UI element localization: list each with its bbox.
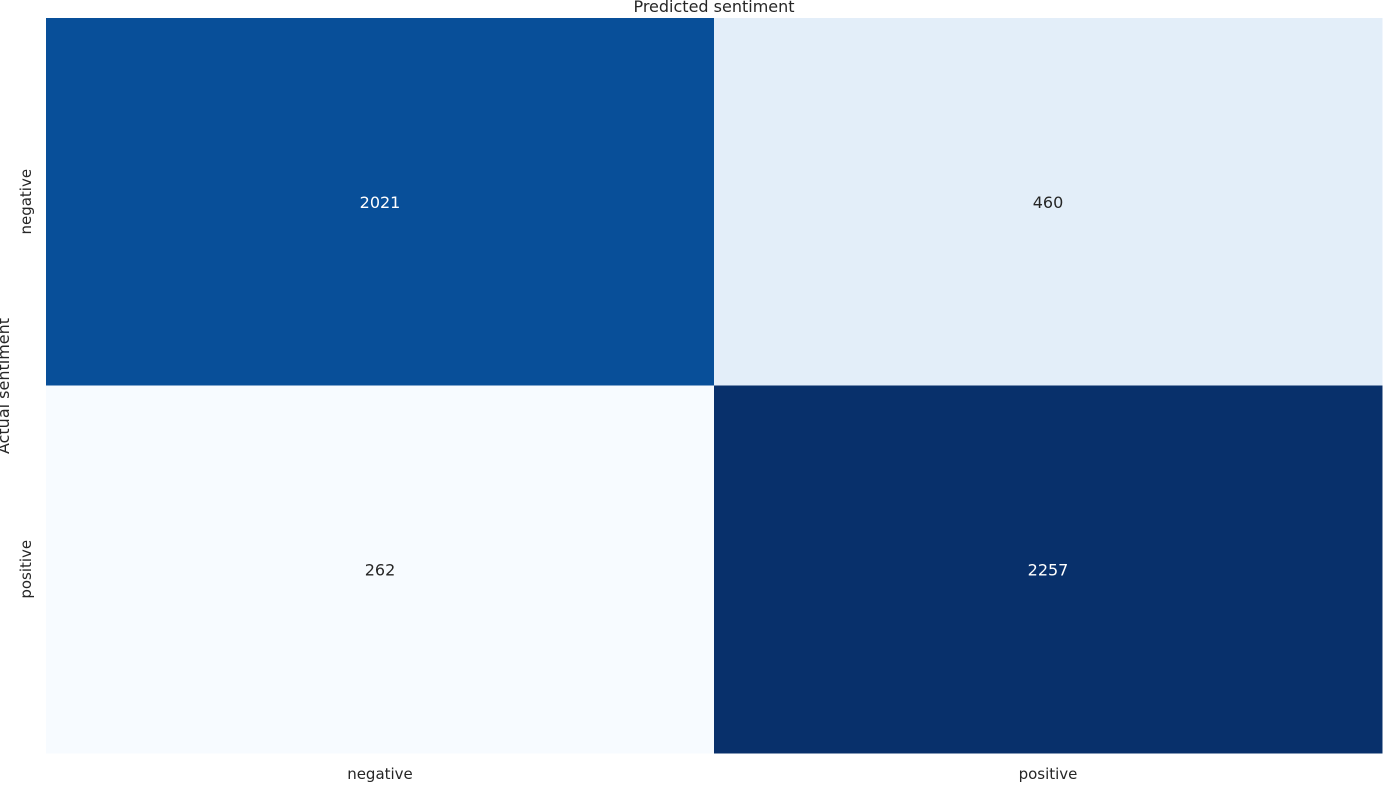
cell-value-label-negative-negative: 2021: [360, 193, 401, 212]
y-axis-tick-labels: negative positive: [17, 169, 35, 599]
y-tick-label-negative: negative: [17, 169, 35, 235]
y-axis-label: Actual sentiment: [0, 318, 13, 454]
x-tick-label-positive: positive: [1019, 765, 1078, 783]
x-tick-label-negative: negative: [347, 765, 413, 783]
heatmap-cell-labels: 2021 460 262 2257: [360, 193, 1069, 580]
cell-value-label-positive-positive: 2257: [1028, 560, 1069, 579]
heatmap-cell-negative-positive: [714, 18, 1383, 386]
chart-title: Predicted sentiment: [633, 0, 794, 16]
heatmap-cell-positive-negative: [46, 385, 715, 754]
heatmap-cell-positive-positive: [714, 385, 1383, 754]
cell-value-label-negative-positive: 460: [1033, 193, 1064, 212]
y-tick-label-positive: positive: [17, 540, 35, 599]
heatmap-cells: [46, 18, 1383, 754]
x-axis-tick-labels: negative positive: [347, 765, 1077, 783]
cell-value-label-positive-negative: 262: [365, 560, 396, 579]
heatmap-cell-negative-negative: [46, 18, 715, 386]
